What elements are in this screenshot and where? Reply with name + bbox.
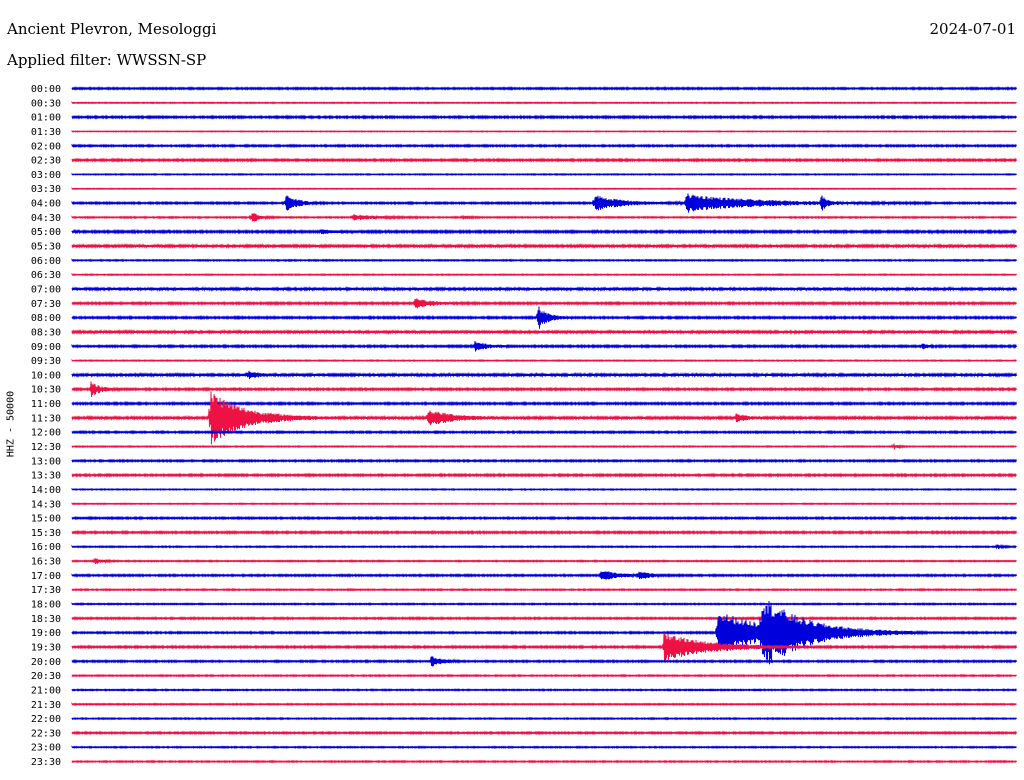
time-tick-1000: 10:00 — [31, 370, 61, 381]
time-tick-0100: 01:00 — [31, 113, 61, 124]
trace-row-0830 — [71, 328, 1017, 336]
time-tick-1800: 18:00 — [31, 600, 61, 611]
time-tick-0930: 09:30 — [31, 356, 61, 367]
time-tick-0700: 07:00 — [31, 284, 61, 295]
time-tick-0000: 00:00 — [31, 84, 61, 95]
time-tick-1300: 13:00 — [31, 456, 61, 467]
time-tick-labels: 00:00 00:30 01:00 01:30 02:00 02:30 03:00 03:30… — [31, 84, 61, 768]
time-tick-1200: 12:00 — [31, 428, 61, 439]
trace-row-0530 — [71, 242, 1017, 250]
date-label: 2024-07-01 — [929, 20, 1016, 38]
time-tick-1530: 15:30 — [31, 528, 61, 539]
time-tick-0730: 07:30 — [31, 299, 61, 310]
time-tick-1100: 11:00 — [31, 399, 61, 410]
trace-row-1000 — [71, 370, 1017, 380]
time-tick-1630: 16:30 — [31, 557, 61, 568]
time-tick-2300: 23:00 — [31, 743, 61, 754]
station-title: Ancient Plevron, Mesologgi — [7, 20, 217, 38]
trace-row-0700 — [71, 285, 1017, 293]
time-tick-1930: 19:30 — [31, 642, 61, 653]
time-tick-0330: 03:30 — [31, 184, 61, 195]
time-tick-1430: 14:30 — [31, 499, 61, 510]
time-tick-1900: 19:00 — [31, 628, 61, 639]
filter-subtitle: Applied filter: WWSSN-SP — [7, 51, 207, 69]
time-tick-1600: 16:00 — [31, 542, 61, 553]
time-tick-0200: 02:00 — [31, 141, 61, 152]
time-tick-2030: 20:30 — [31, 671, 61, 682]
time-tick-1830: 18:30 — [31, 614, 61, 625]
time-tick-0800: 08:00 — [31, 313, 61, 324]
trace-row-1930 — [71, 632, 1017, 662]
time-tick-2230: 22:30 — [31, 728, 61, 739]
trace-row-0100 — [71, 114, 1017, 120]
trace-row-1530 — [71, 529, 1017, 536]
trace-row-1030 — [71, 381, 1017, 397]
time-tick-1330: 13:30 — [31, 471, 61, 482]
time-tick-1230: 12:30 — [31, 442, 61, 453]
time-tick-0430: 04:30 — [31, 213, 61, 224]
time-tick-2200: 22:00 — [31, 714, 61, 725]
time-tick-2000: 20:00 — [31, 657, 61, 668]
time-tick-1400: 14:00 — [31, 485, 61, 496]
time-tick-2130: 21:30 — [31, 700, 61, 711]
time-tick-0230: 02:30 — [31, 156, 61, 167]
time-tick-1030: 10:30 — [31, 385, 61, 396]
time-tick-0130: 01:30 — [31, 127, 61, 138]
time-tick-0630: 06:30 — [31, 270, 61, 281]
time-tick-0500: 05:00 — [31, 227, 61, 238]
seismic-traces — [71, 86, 1017, 764]
time-tick-0400: 04:00 — [31, 199, 61, 210]
time-tick-1700: 17:00 — [31, 571, 61, 582]
time-tick-0300: 03:00 — [31, 170, 61, 181]
time-tick-0030: 00:30 — [31, 98, 61, 109]
time-tick-0600: 06:00 — [31, 256, 61, 267]
time-tick-1500: 15:00 — [31, 514, 61, 525]
time-tick-2100: 21:00 — [31, 685, 61, 696]
time-tick-0830: 08:30 — [31, 327, 61, 338]
time-tick-0530: 05:30 — [31, 242, 61, 253]
trace-row-1130 — [71, 391, 1017, 445]
time-tick-0900: 09:00 — [31, 342, 61, 353]
time-tick-1130: 11:30 — [31, 413, 61, 424]
time-tick-2330: 23:30 — [31, 757, 61, 768]
time-tick-1730: 17:30 — [31, 585, 61, 596]
